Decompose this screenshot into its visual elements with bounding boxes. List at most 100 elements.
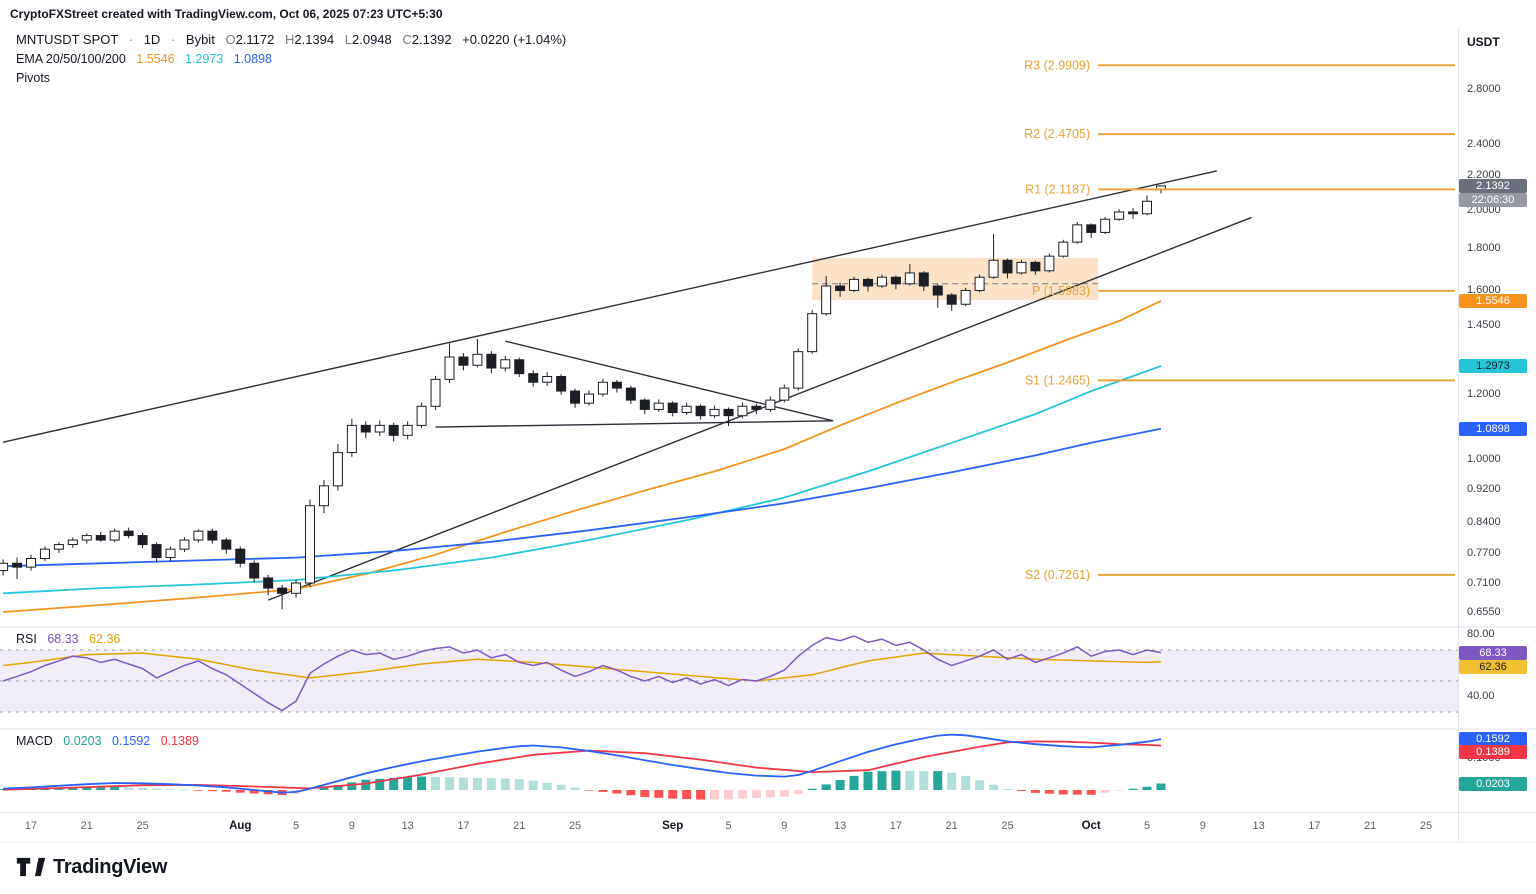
candle — [514, 357, 525, 378]
candle — [570, 388, 581, 408]
candle — [1086, 223, 1097, 238]
candle — [472, 339, 483, 368]
candle — [1100, 217, 1111, 234]
footer: TradingView — [0, 842, 1536, 894]
candle — [318, 480, 329, 514]
candle — [444, 343, 455, 383]
price-tick: 2.2000 — [1467, 169, 1501, 182]
trendline[interactable] — [435, 420, 834, 428]
candle — [1072, 222, 1083, 244]
candle — [737, 402, 748, 419]
pivots-legend-row[interactable]: Pivots — [16, 69, 566, 87]
price-axis[interactable]: USDT 2.8000 2.4000 2.2000 2.0000 1.8000 1.600… — [1458, 0, 1536, 894]
candle — [890, 275, 901, 290]
symbol-title: MNTUSDT SPOT — [16, 32, 119, 47]
open-label: O — [225, 32, 236, 47]
candle — [1128, 207, 1139, 219]
time-axis[interactable]: 17 21 25 Aug 5 9 13 17 21 25 Sep 5 9 13 17 21 25 Oct 5 9 13 1… — [0, 812, 1458, 842]
candle — [556, 374, 567, 395]
ema50-badge: 1.5546 — [1459, 293, 1527, 308]
ema100-value: 1.2973 — [185, 52, 224, 66]
candle — [305, 499, 315, 588]
time-label: 25 — [1419, 820, 1433, 832]
rsi-line[interactable] — [2, 635, 1162, 712]
macd-signal-line[interactable] — [3, 740, 1162, 791]
time-label: 9 — [781, 820, 788, 832]
candle — [653, 399, 664, 412]
candle — [123, 527, 134, 539]
price-tick: 0.7700 — [1467, 547, 1501, 560]
tradingview-logo[interactable]: TradingView — [16, 853, 167, 881]
candle — [542, 372, 553, 386]
candle — [0, 559, 9, 576]
ema200-badge: 1.0898 — [1459, 421, 1527, 436]
time-label: 17 — [24, 820, 38, 832]
rsi-tick: 40.00 — [1467, 690, 1495, 702]
macd-indicator-label: MACD — [16, 734, 53, 748]
rsi-value: 68.33 — [47, 632, 79, 646]
exchange-label: Bybit — [185, 32, 215, 47]
close-label: C — [402, 32, 412, 47]
candle — [946, 293, 957, 311]
rsi-ma-value: 62.36 — [89, 632, 121, 646]
time-label: 21 — [80, 820, 93, 832]
candle — [528, 370, 539, 387]
ema-line-1[interactable] — [3, 365, 1162, 595]
ema-legend-row[interactable]: EMA 20/50/100/200 1.5546 1.2973 1.0898 — [16, 50, 566, 68]
candle — [849, 276, 860, 293]
symbol-legend-row[interactable]: MNTUSDT SPOT · 1D · Bybit O2.1172 H2.139… — [16, 31, 566, 49]
candle — [667, 401, 678, 417]
candle — [611, 379, 622, 393]
candle — [695, 404, 706, 420]
candle — [402, 421, 413, 440]
pivot-label: S1 (1.2465) — [1025, 373, 1090, 387]
candle — [904, 264, 915, 286]
candle — [360, 421, 371, 439]
candle — [765, 396, 776, 412]
ema200-value: 1.0898 — [233, 52, 272, 66]
candle — [388, 422, 399, 442]
candle — [430, 375, 441, 411]
candle — [918, 271, 929, 291]
rsi-legend-row[interactable]: RSI 68.33 62.36 — [16, 632, 120, 646]
candle — [932, 284, 943, 308]
price-tick: 0.6550 — [1467, 605, 1501, 618]
time-label: 17 — [889, 820, 903, 832]
attribution-bar: CryptoFXStreet created with TradingView.… — [10, 7, 443, 21]
candle — [988, 233, 999, 279]
candle — [1142, 195, 1152, 216]
price-tick: 2.4000 — [1467, 138, 1501, 150]
macd-legend-row[interactable]: MACD 0.0203 0.1592 0.1389 — [16, 734, 199, 748]
trendline[interactable] — [2, 170, 1217, 443]
time-label: 13 — [1252, 820, 1265, 832]
candle — [291, 579, 302, 598]
candle — [723, 407, 734, 427]
candle — [793, 348, 804, 391]
price-tick: 2.8000 — [1467, 82, 1501, 95]
candle — [597, 378, 608, 397]
interval-label: 1D — [143, 32, 161, 47]
candle — [1030, 260, 1041, 275]
time-label: 21 — [1364, 820, 1377, 832]
ema-indicator-label: EMA 20/50/100/200 — [16, 52, 126, 66]
time-label: 25 — [568, 820, 582, 832]
ema-line-0[interactable] — [3, 299, 1162, 613]
main-price-pane[interactable]: R3 (2.9909) R2 (2.4705) R1 (2.1187) P (1.59… — [0, 58, 1455, 613]
candle — [779, 384, 790, 403]
candle — [179, 537, 190, 552]
price-tick: 0.7100 — [1467, 576, 1501, 589]
rsi-ma-line[interactable] — [3, 652, 1162, 682]
time-label: 9 — [348, 820, 355, 832]
trendline[interactable] — [505, 340, 834, 422]
ema-line-2[interactable] — [3, 427, 1162, 568]
macd-line[interactable] — [3, 733, 1162, 794]
candle — [1002, 258, 1013, 279]
rsi-pane[interactable] — [0, 635, 1458, 713]
macd-pane[interactable] — [0, 733, 1166, 800]
candle — [109, 528, 120, 543]
change-value: +0.0220 (+1.04%) — [462, 32, 567, 47]
candle — [235, 546, 246, 568]
pivots-indicator-label: Pivots — [16, 71, 51, 85]
